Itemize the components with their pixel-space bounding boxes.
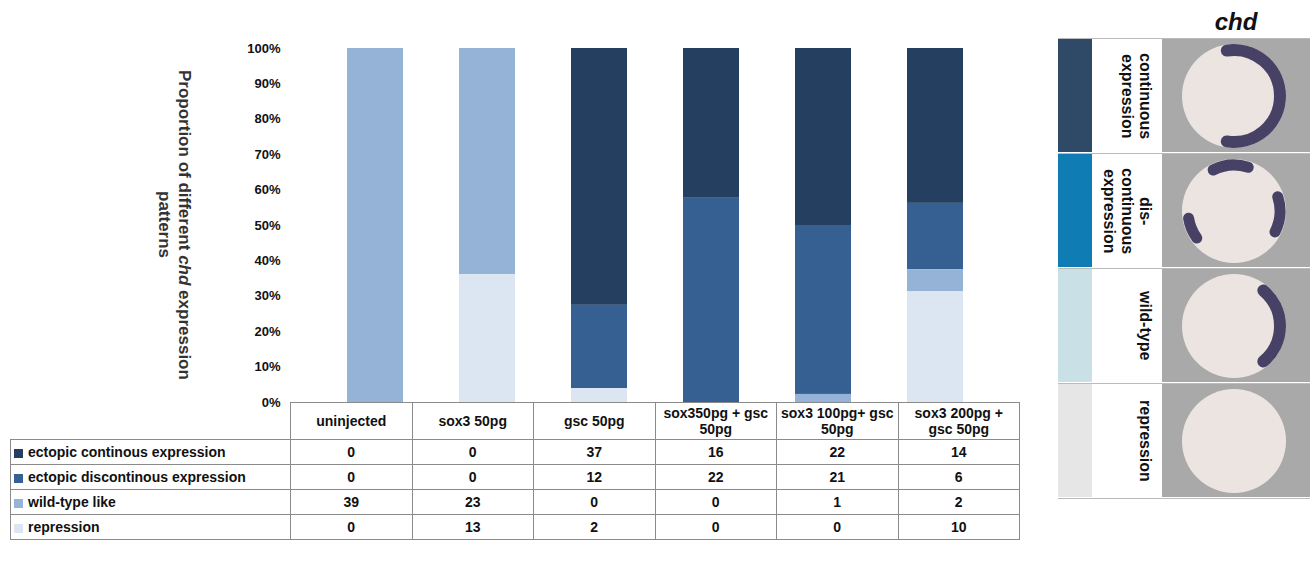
html-text:37: 37 (586, 444, 602, 460)
html-text:16: 16 (708, 444, 724, 460)
html-text:6: 6 (954, 469, 963, 485)
svg-text:90%: 90% (254, 76, 280, 91)
html-text:21: 21 (829, 469, 845, 485)
html-text:1: 1 (833, 494, 842, 510)
html-text:expression: expression (175, 290, 194, 380)
html-text:2: 2 (590, 519, 599, 535)
svg-text:10%: 10% (254, 359, 280, 374)
html-text:0: 0 (468, 469, 477, 485)
html-text:chd: chd (175, 255, 194, 286)
html-text:2: 2 (954, 494, 963, 510)
html-text:sox3 50pg: sox3 50pg (438, 413, 507, 429)
html-text:12: 12 (586, 469, 602, 485)
html-text:wild-type: wild-type (1137, 291, 1154, 361)
html-text:0: 0 (833, 519, 842, 535)
html-text:14: 14 (951, 444, 967, 460)
svg-text:30%: 30% (254, 288, 280, 303)
html-text:23: 23 (465, 494, 481, 510)
svg-text:40%: 40% (254, 253, 280, 268)
html-text:sox3 100pg+ gsc 50pg: sox3 100pg+ gsc 50pg (781, 405, 894, 437)
html-text:wild-type like: wild-type like (28, 494, 116, 510)
html-text:gsc 50pg: gsc 50pg (563, 413, 625, 429)
html-text:0: 0 (590, 494, 599, 510)
html-text:10: 10 (951, 519, 967, 535)
html-text:0: 0 (711, 494, 720, 510)
html-text:sox350pg + gsc 50pg: sox350pg + gsc 50pg (663, 405, 769, 437)
html-text:13: 13 (465, 519, 481, 535)
html-text:0: 0 (347, 444, 356, 460)
svg-text:80%: 80% (254, 111, 280, 126)
html-text:uninjected: uninjected (316, 413, 387, 429)
html-text:39: 39 (343, 494, 359, 510)
html-text:repression: repression (1137, 400, 1154, 482)
svg-text:20%: 20% (254, 324, 280, 339)
html-text:different: different (175, 182, 194, 251)
html-text:22: 22 (708, 469, 724, 485)
html-text:0: 0 (711, 519, 720, 535)
svg-text:60%: 60% (254, 182, 280, 197)
html-text:ectopic continous expression: ectopic continous expression (28, 444, 226, 460)
svg-text:50%: 50% (254, 218, 280, 233)
html-text:chd: chd (1214, 8, 1258, 35)
html-text:sox3 200pg + gsc 50pg: sox3 200pg + gsc 50pg (914, 405, 1003, 437)
html-text:22: 22 (829, 444, 845, 460)
html-text:continuous expression: continuous expression (1119, 52, 1154, 140)
html-text:dis-continuous expression: dis-continuous expression (1101, 167, 1154, 255)
html-text:0: 0 (347, 469, 356, 485)
html-text:patterns: patterns (155, 191, 174, 259)
html-text:ectopic discontinous expressio: ectopic discontinous expression (28, 469, 246, 485)
html-text:repression: repression (28, 519, 100, 535)
html-text:0: 0 (468, 444, 477, 460)
html-text:0: 0 (347, 519, 356, 535)
html-text:of: of (175, 161, 194, 178)
svg-text:0%: 0% (262, 395, 281, 410)
svg-text:70%: 70% (254, 147, 280, 162)
svg-text:100%: 100% (247, 41, 281, 56)
html-text:Proportion: Proportion (175, 70, 194, 157)
